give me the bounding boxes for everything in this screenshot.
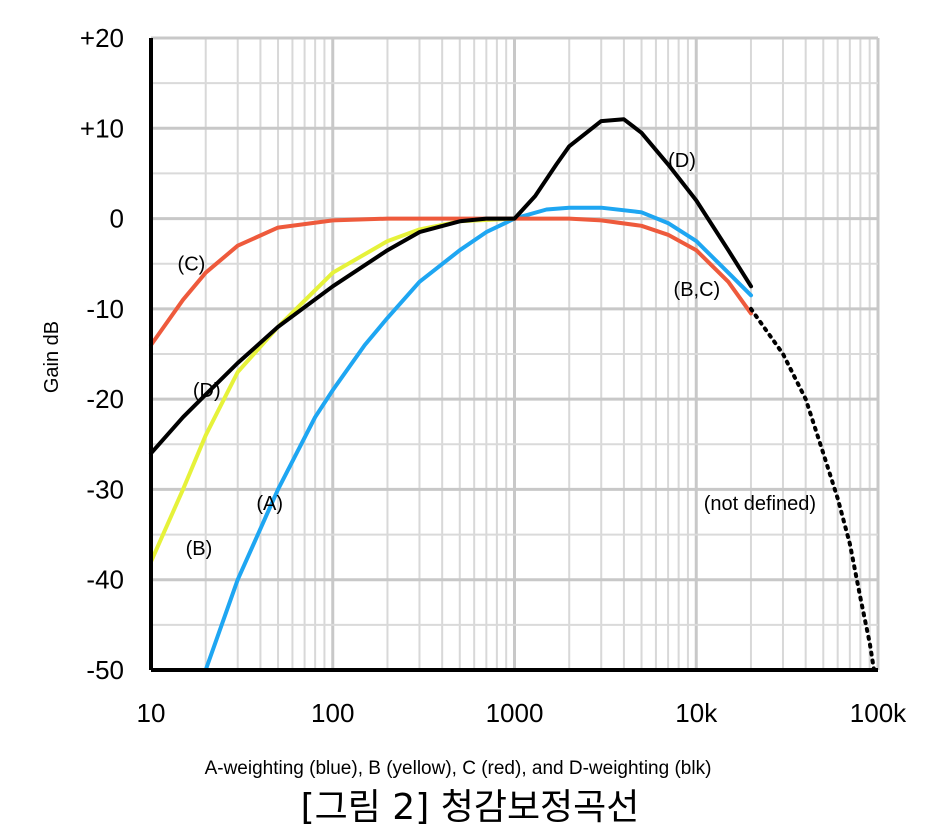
figure-title: [그림 2] 청감보정곡선 [301,787,640,828]
x-tick-label: 100 [311,698,354,728]
y-tick-label: +20 [80,23,124,53]
series-line-C [149,216,753,347]
curve-annotation: (B) [186,538,213,560]
axes [149,38,878,672]
y-tick-label: -50 [86,655,124,685]
y-tick-label: -40 [86,565,124,595]
annotations: (D) (C) (B,C) (D) (A) (not defined) (B) [178,150,817,560]
y-tick-label: 0 [110,204,124,234]
x-axis-caption: A-weighting (blue), B (yellow), C (red),… [205,758,712,779]
y-tick-label: -10 [86,294,124,324]
curve-annotation: (D) [193,380,221,402]
y-tick-label: -20 [86,384,124,414]
curve-annotation: (A) [256,493,283,515]
tick-labels: 10 100 1000 10k 100k +20 +10 0 -10 -20 -30 -40 -50 [80,23,907,728]
curve-annotation: (B,C) [674,279,721,301]
x-tick-label: 10 [137,698,166,728]
series-line-A [203,205,753,672]
y-axis-label: Gain dB [41,321,63,393]
curve-annotation: (C) [178,254,206,276]
x-tick-label: 10k [675,698,718,728]
curve-annotation: (D) [668,150,696,172]
x-tick-label: 100k [850,698,907,728]
grid-lines [149,36,880,672]
x-tick-label: 1000 [486,698,544,728]
series-group [149,117,876,672]
y-tick-label: -30 [86,474,124,504]
curve-annotation: (not defined) [704,493,816,515]
series-line-D [149,117,753,456]
series-line-not-defined [749,306,876,672]
y-tick-label: +10 [80,113,124,143]
